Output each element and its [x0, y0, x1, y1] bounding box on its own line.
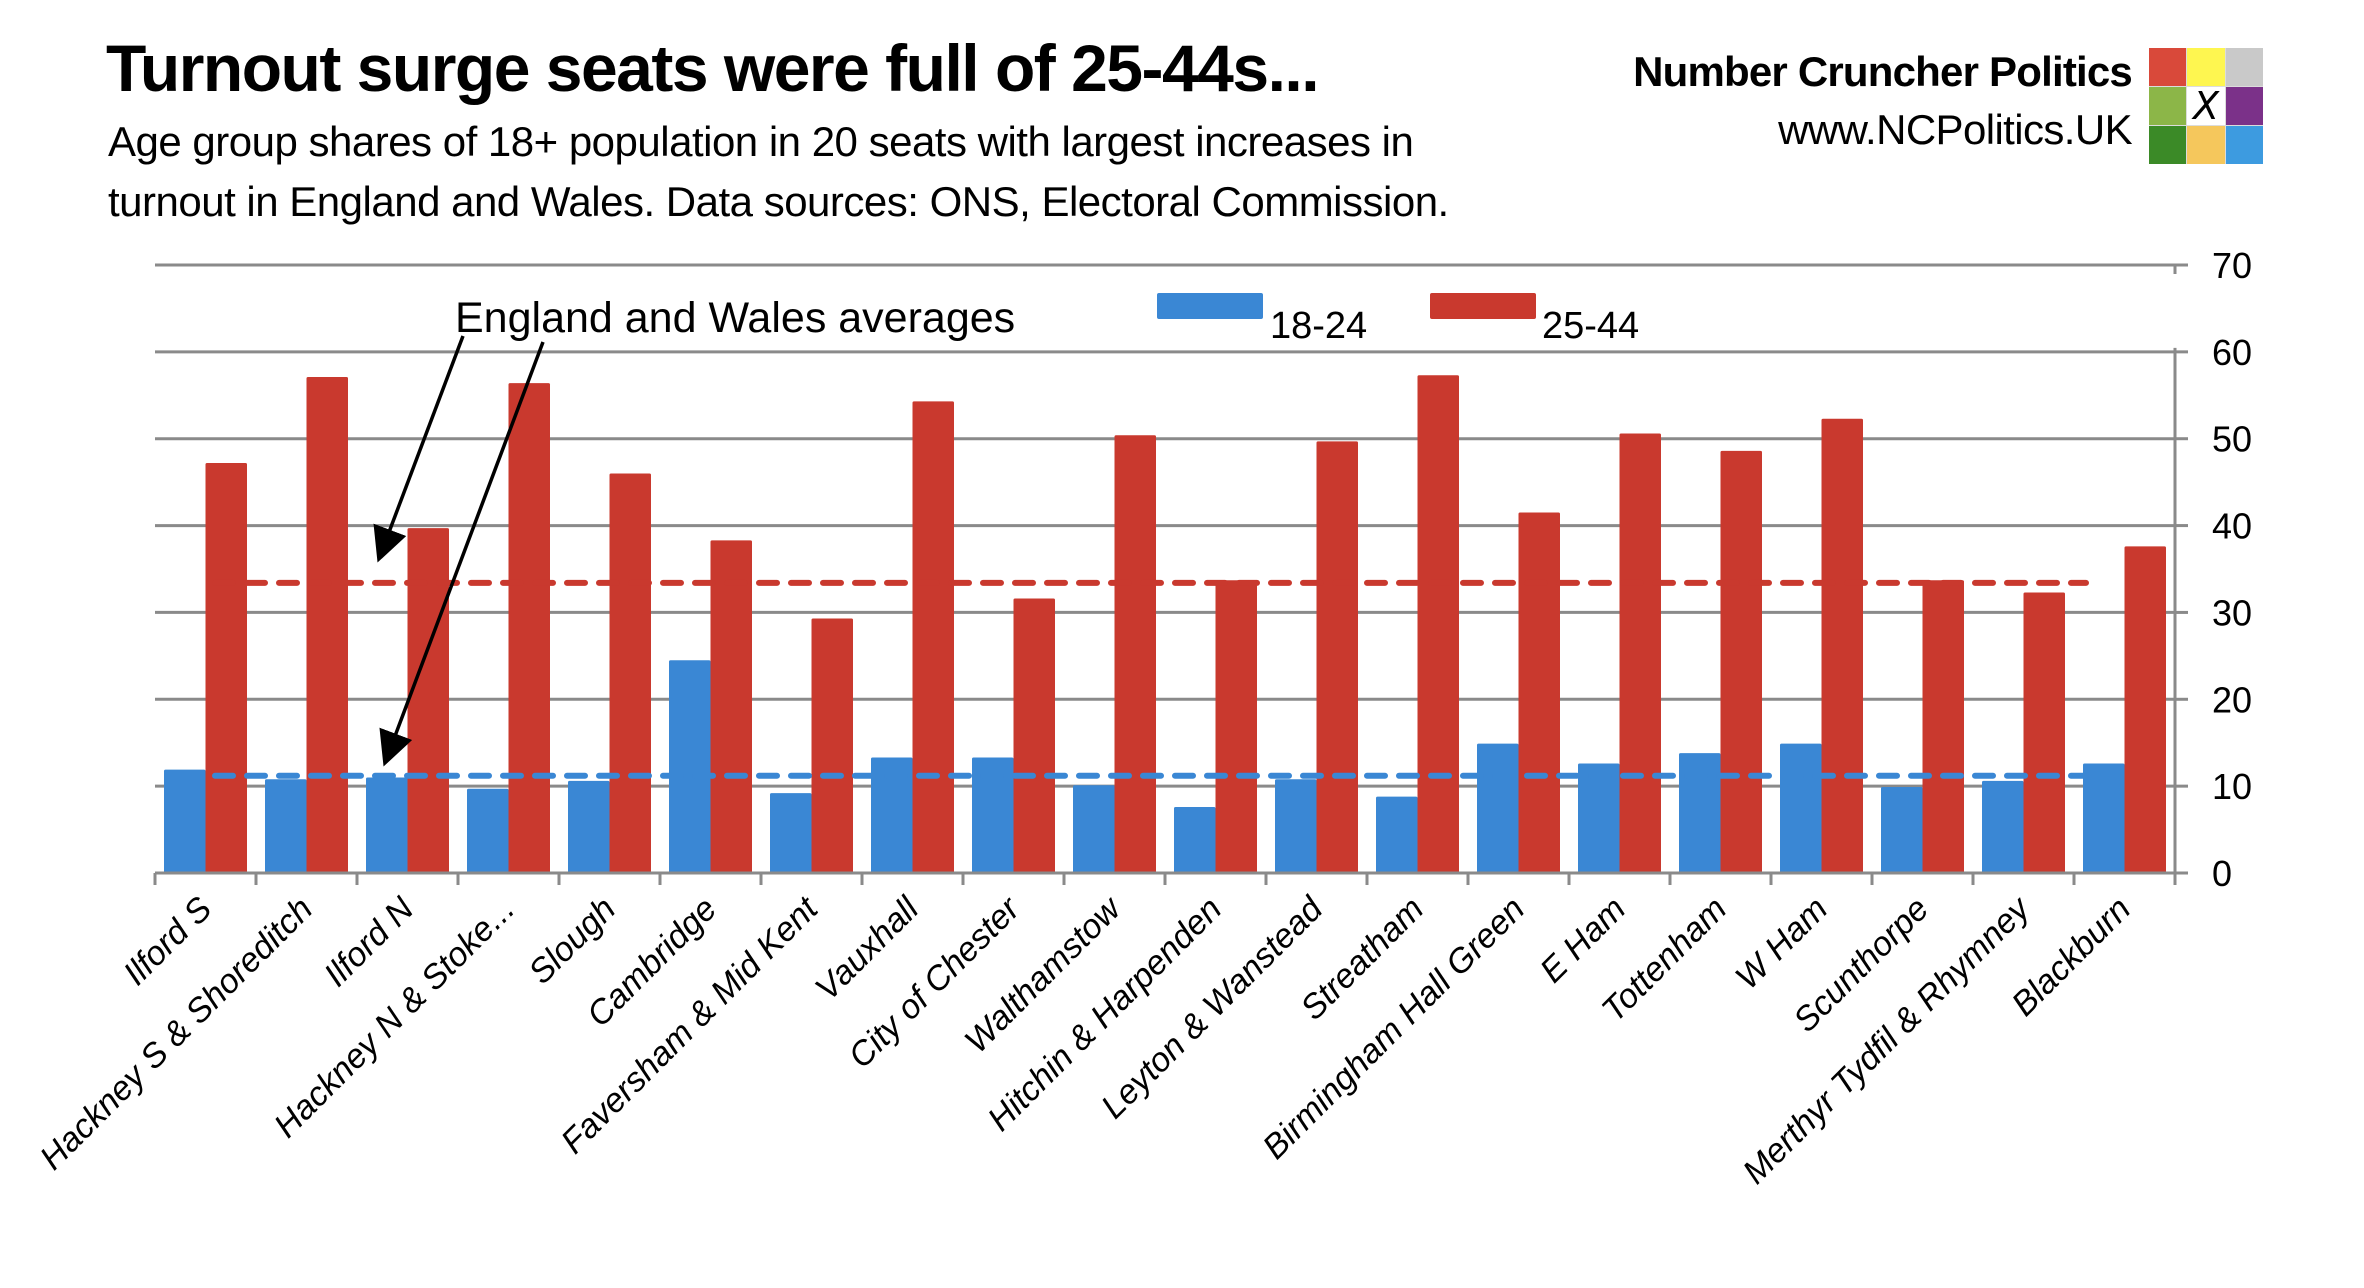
subtitle-line-2: turnout in England and Wales. Data sourc…	[108, 178, 1449, 225]
bar-18-24-scunthorpe	[1881, 787, 1923, 873]
bar-25-44-hackney-s-shoreditch	[306, 377, 348, 873]
y-axis-labels: 0 10 20 30 40 50 60 70	[2212, 245, 2252, 894]
bar-18-24-merthyr-tydfil-rhymney	[1982, 780, 2024, 873]
bar-25-44-e-ham	[1619, 433, 1661, 873]
y-tick-label: 0	[2212, 853, 2232, 894]
bar-18-24-hackney-s-shoreditch	[265, 779, 307, 873]
gridlines	[155, 263, 2175, 788]
bars	[164, 375, 2166, 873]
brand-name: Number Cruncher Politics	[1633, 48, 2133, 95]
logo-cell	[2225, 87, 2263, 125]
bar-18-24-walthamstow	[1073, 785, 1115, 873]
bar-25-44-streatham	[1417, 375, 1459, 873]
y-tick-label: 20	[2212, 679, 2252, 720]
y-tick-label: 70	[2212, 245, 2252, 286]
logo-cell	[2149, 48, 2187, 86]
bar-18-24-slough	[568, 780, 610, 873]
y-tick-label: 40	[2212, 506, 2252, 547]
logo-cell	[2149, 126, 2187, 164]
logo-cell	[2149, 87, 2187, 125]
bar-18-24-faversham-mid-kent	[770, 793, 812, 873]
logo-cell	[2225, 126, 2263, 164]
logo-cell	[2187, 126, 2225, 164]
legend-swatch-25-44	[1430, 293, 1536, 319]
bar-25-44-walthamstow	[1114, 435, 1156, 873]
x-tick-label: E Ham	[1533, 890, 1633, 990]
annotation-text: England and Wales averages	[455, 294, 1015, 342]
y-tick-label: 50	[2212, 419, 2252, 460]
y-tick-label: 30	[2212, 592, 2252, 633]
bar-25-44-scunthorpe	[1922, 580, 1964, 873]
bar-25-44-birmingham-hall-green	[1518, 512, 1560, 873]
bar-25-44-w-ham	[1821, 418, 1863, 873]
legend-label-25-44: 25-44	[1542, 305, 1639, 347]
x-tick-label: Ilford S	[116, 890, 219, 993]
bar-18-24-w-ham	[1780, 743, 1822, 873]
bar-25-44-ilford-s	[205, 463, 247, 873]
bar-25-44-tottenham	[1720, 450, 1762, 873]
logo-cell: X	[2187, 84, 2225, 128]
bar-25-44-blackburn	[2124, 546, 2166, 873]
bar-18-24-blackburn	[2083, 763, 2125, 873]
legend-swatch-18-24	[1157, 293, 1263, 319]
bar-18-24-leyton-wanstead	[1275, 779, 1317, 873]
bar-25-44-leyton-wanstead	[1316, 441, 1358, 873]
bar-18-24-city-of-chester	[972, 757, 1014, 873]
bar-25-44-ilford-n	[407, 528, 449, 873]
bar-25-44-city-of-chester	[1013, 598, 1055, 873]
bar-18-24-hitchin-harpenden	[1174, 806, 1216, 873]
bar-18-24-ilford-n	[366, 777, 408, 873]
bar-18-24-tottenham	[1679, 753, 1721, 873]
brand-url[interactable]: www.NCPolitics.UK	[1778, 106, 2132, 153]
annotation-arrow-25-44	[373, 335, 465, 563]
bar-25-44-faversham-mid-kent	[811, 618, 853, 873]
bar-18-24-vauxhall	[871, 757, 913, 873]
bar-18-24-ilford-s	[164, 769, 206, 873]
chart-title: Turnout surge seats were full of 25-44s.…	[106, 31, 1320, 105]
logo-cell	[2225, 48, 2263, 86]
axes	[153, 263, 2188, 885]
logo-cell	[2187, 48, 2225, 86]
bar-25-44-hackney-n-stoke-	[508, 383, 550, 873]
y-tick-label: 60	[2212, 332, 2252, 373]
ballot-x-grid-icon: X	[2149, 48, 2263, 164]
bar-25-44-merthyr-tydfil-rhymney	[2023, 592, 2065, 873]
bar-25-44-slough	[609, 473, 651, 873]
bar-25-44-hitchin-harpenden	[1215, 580, 1257, 873]
x-tick-label: City of Chester	[841, 889, 1028, 1076]
legend: 18-24 25-44	[1157, 293, 1639, 347]
y-tick-label: 10	[2212, 766, 2252, 807]
chart-subtitle: Age group shares of 18+ population in 20…	[108, 112, 1608, 232]
averages-annotation: England and Wales averages	[373, 294, 1015, 767]
annotation-arrow-18-24	[379, 341, 545, 767]
x-tick-label: Slough	[521, 890, 623, 992]
bar-18-24-streatham	[1376, 796, 1418, 873]
bar-18-24-e-ham	[1578, 763, 1620, 873]
ballot-x-icon: X	[2192, 84, 2220, 128]
bar-18-24-birmingham-hall-green	[1477, 743, 1519, 873]
bar-25-44-vauxhall	[912, 401, 954, 873]
subtitle-line-1: Age group shares of 18+ population in 20…	[108, 118, 1414, 165]
bar-25-44-cambridge	[710, 540, 752, 873]
bar-18-24-cambridge	[669, 660, 711, 873]
legend-label-18-24: 18-24	[1270, 305, 1367, 347]
brand-block: Number Cruncher Politics www.NCPolitics.…	[1633, 44, 2133, 160]
bar-18-24-hackney-n-stoke-	[467, 788, 509, 873]
average-lines	[212, 579, 2089, 779]
